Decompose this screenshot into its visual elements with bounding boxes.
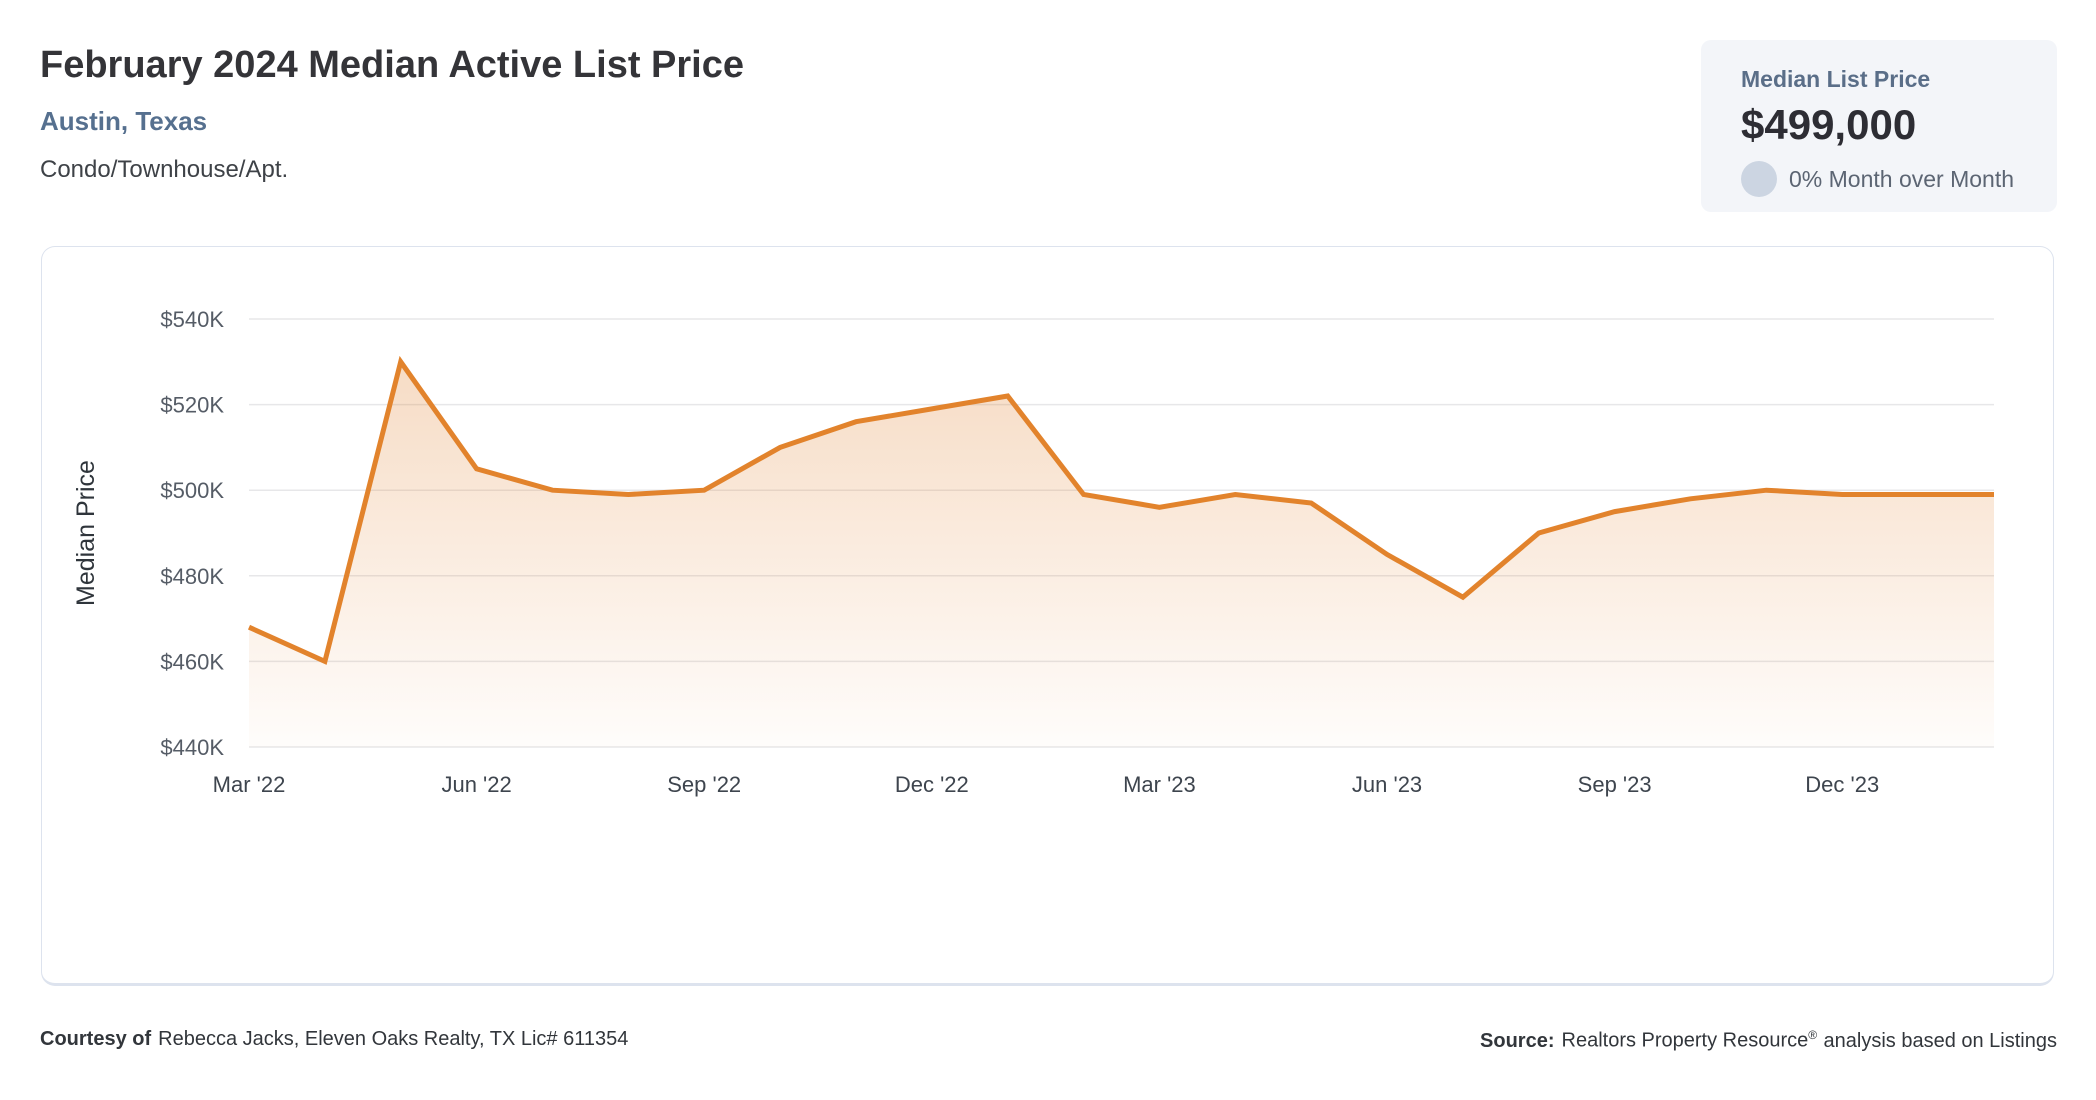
month-over-month-indicator-icon — [1741, 161, 1777, 197]
median-list-price-card: Median List Price $499,000 0% Month over… — [1701, 40, 2057, 212]
y-axis-tick-label: $520K — [160, 393, 224, 418]
x-axis-tick-label: Dec '22 — [895, 772, 969, 797]
x-axis-tick-label: Jun '23 — [1352, 772, 1422, 797]
x-axis-tick-label: Mar '23 — [1123, 772, 1196, 797]
area-fill — [249, 361, 1994, 747]
median-list-price-label: Median List Price — [1741, 66, 1931, 92]
source-name: Realtors Property Resource — [1561, 1029, 1809, 1052]
source-attribution: Source: Realtors Property Resource® analys… — [1480, 1028, 2057, 1053]
y-axis-tick-label: $440K — [160, 735, 224, 760]
y-axis-tick-label: $500K — [160, 478, 224, 503]
x-axis-tick-label: Dec '23 — [1805, 772, 1879, 797]
source-label: Source: — [1480, 1029, 1555, 1052]
courtesy-text: Rebecca Jacks, Eleven Oaks Realty, TX Li… — [158, 1028, 629, 1050]
chart-card: $540K $520K $500K $480K $460K $440K Mar '22 Jun… — [41, 246, 2054, 986]
property-type-label: Condo/Townhouse/Apt. — [40, 156, 289, 183]
y-axis-tick-label: $540K — [160, 307, 224, 332]
x-axis-tick-label: Jun '22 — [441, 772, 511, 797]
y-axis-tick-label: $480K — [160, 564, 224, 589]
month-over-month-text: 0% Month over Month — [1789, 165, 2015, 192]
x-axis-tick-label: Sep '23 — [1578, 772, 1652, 797]
x-axis-tick-label: Sep '22 — [667, 772, 741, 797]
chart-canvas[interactable]: $540K $520K $500K $480K $460K $440K Mar '22 Jun… — [42, 247, 2052, 984]
page-location: Austin, Texas — [40, 106, 208, 136]
month-over-month-row: 0% Month over Month — [1741, 161, 2017, 197]
median-list-price-value: $499,000 — [1741, 101, 1917, 148]
source-text: analysis based on Listings — [1823, 1029, 2057, 1052]
courtesy-attribution: Courtesy of Rebecca Jacks, Eleven Oaks Re… — [40, 1028, 628, 1051]
y-axis-title: Median Price — [72, 460, 100, 606]
page-title: February 2024 Median Active List Price — [40, 44, 745, 86]
price-line[interactable] — [247, 355, 1994, 665]
y-axis-tick-label: $460K — [160, 649, 224, 674]
courtesy-label: Courtesy of — [40, 1028, 152, 1050]
registered-trademark-symbol: ® — [1808, 1028, 1818, 1042]
x-axis-tick-label: Mar '22 — [213, 772, 286, 797]
